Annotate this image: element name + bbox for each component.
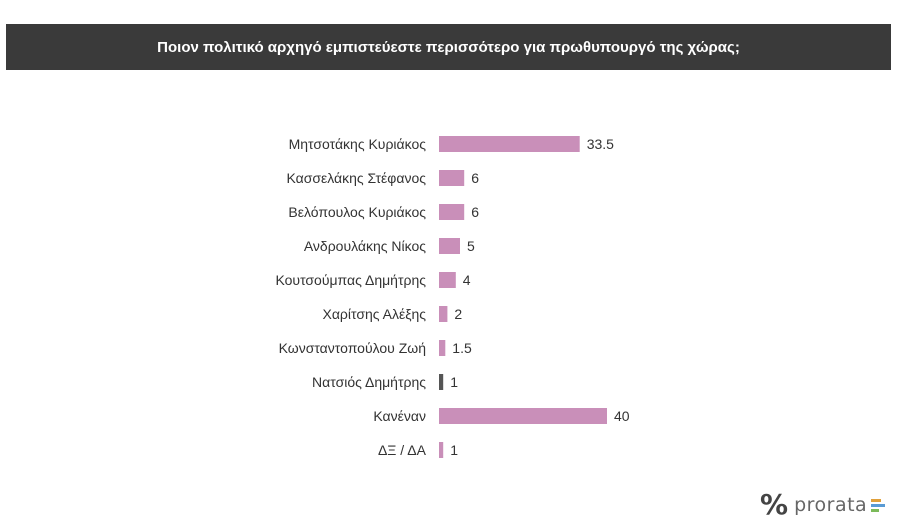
- value-label: 1: [450, 442, 458, 458]
- bar: [439, 136, 580, 152]
- value-label: 33.5: [587, 136, 614, 152]
- category-label: Κασσελάκης Στέφανος: [286, 170, 426, 186]
- value-label: 2: [454, 306, 462, 322]
- chart-title-bar: Ποιον πολιτικό αρχηγό εμπιστεύεστε περισ…: [6, 24, 891, 70]
- category-label: Ανδρουλάκης Νίκος: [304, 238, 426, 254]
- value-label: 5: [467, 238, 475, 254]
- bar: [439, 170, 465, 186]
- category-label: Κανέναν: [373, 408, 426, 424]
- bar: [439, 408, 607, 424]
- bar: [439, 442, 444, 458]
- logo-percent-icon: %: [760, 488, 789, 521]
- value-label: 6: [471, 204, 479, 220]
- category-label: Κωνσταντοπούλου Ζωή: [279, 340, 426, 356]
- chart-title: Ποιον πολιτικό αρχηγό εμπιστεύεστε περισ…: [157, 38, 740, 56]
- bar: [439, 238, 460, 254]
- value-label: 40: [614, 408, 630, 424]
- category-label: Μητσοτάκης Κυριάκος: [289, 136, 427, 152]
- prorata-logo: % prorata: [760, 488, 895, 522]
- value-label: 1: [450, 374, 458, 390]
- bar: [439, 272, 456, 288]
- category-label: Βελόπουλος Κυριάκος: [288, 204, 426, 220]
- logo-bars-icon: [871, 498, 886, 512]
- value-label: 1.5: [452, 340, 472, 356]
- value-label: 4: [463, 272, 471, 288]
- bar: [439, 374, 444, 390]
- bar: [439, 340, 446, 356]
- bar: [439, 306, 448, 322]
- logo-text: prorata: [794, 494, 868, 516]
- category-label: ΔΞ / ΔΑ: [378, 442, 427, 458]
- bar: [439, 204, 465, 220]
- category-label: Νατσιός Δημήτρης: [312, 374, 426, 390]
- category-label: Χαρίτσης Αλέξης: [322, 306, 426, 322]
- value-label: 6: [471, 170, 479, 186]
- category-label: Κουτσούμπας Δημήτρης: [275, 272, 426, 288]
